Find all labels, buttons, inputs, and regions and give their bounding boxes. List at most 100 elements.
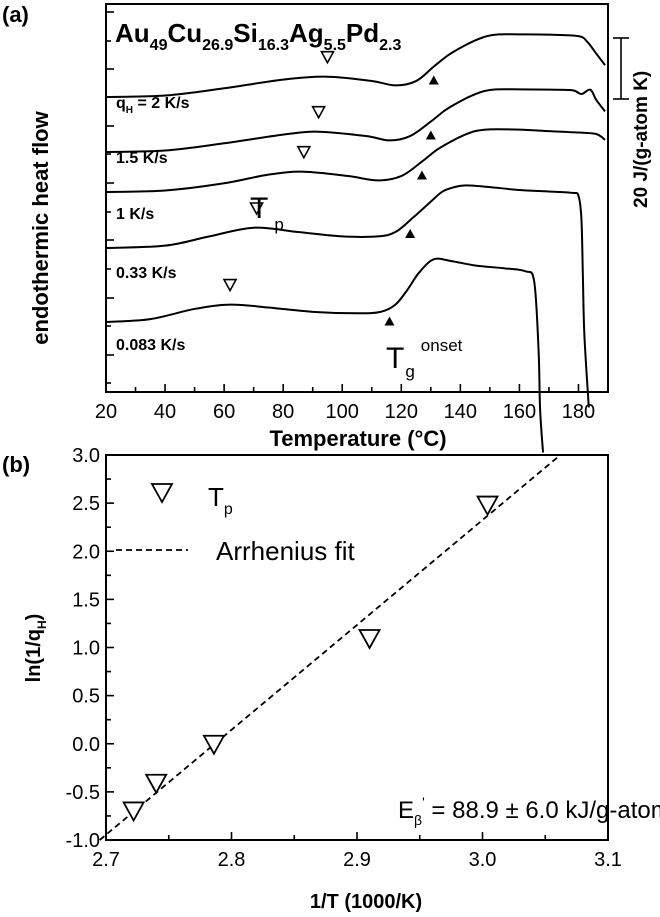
y-tick-label: 2.5 — [72, 493, 100, 515]
y-axis-label-text-part: ln(1/q — [23, 629, 45, 682]
composition-title-part: 26.9 — [202, 37, 233, 54]
tg-annotation-main: T — [386, 342, 404, 375]
tg-onset-filled-triangle-marker — [416, 170, 427, 180]
tg-onset-filled-triangle-marker — [428, 75, 439, 85]
composition-title-part: Cu — [167, 18, 202, 48]
y-tick-label: 0.5 — [72, 686, 100, 708]
x-tick-label: 2.9 — [343, 849, 371, 871]
panel-b-y-ticks: -1.0 -0.5 0.0 0.5 1.0 1.5 2.0 2.5 3.0 — [66, 445, 114, 852]
composition-title-part: 5.5 — [324, 37, 346, 54]
legend-tp-label: Tp — [208, 482, 233, 518]
panel-b-label: (b) — [2, 452, 30, 477]
composition-title-part: 2.3 — [379, 37, 401, 54]
activation-energy-text-part: β — [414, 812, 422, 828]
y-tick-label: -0.5 — [66, 782, 100, 804]
y-tick-label: 3.0 — [72, 445, 100, 467]
heating-rate-label-part: H — [126, 105, 133, 116]
tp-open-triangle-marker — [320, 50, 335, 65]
heating-rate-label-part: = 2 K/s — [133, 95, 190, 112]
activation-energy-text-part: E — [398, 797, 414, 824]
panel-a-label: (a) — [2, 2, 29, 27]
tp-open-triangle-marker — [311, 105, 326, 120]
y-axis-label-text: ln(1/qH) — [23, 614, 49, 683]
composition-title-part: 16.3 — [258, 37, 289, 54]
x-tick-label: 160 — [503, 401, 536, 423]
dsc-curve — [105, 128, 606, 193]
x-tick-label: 3.0 — [469, 849, 497, 871]
x-tick-label: 80 — [272, 401, 294, 423]
x-tick-label: 100 — [326, 401, 359, 423]
panel-a-x-axis-label: Temperature (°C) — [269, 426, 446, 451]
panel-b-legend: Tp Arrhenius fit — [116, 482, 355, 566]
heating-rate-label: 0.083 K/s — [116, 337, 185, 354]
x-tick-label: 20 — [95, 401, 117, 423]
dsc-curve — [105, 33, 606, 98]
data-point — [122, 801, 146, 823]
panel-a-dsc-curves — [105, 33, 606, 453]
heating-rate-label-part: 0.33 K/s — [116, 265, 177, 282]
fit-line — [99, 454, 561, 841]
y-tick-label: -1.0 — [66, 830, 100, 852]
panel-b-plot-frame — [105, 454, 609, 841]
heating-rate-label: 0.33 K/s — [116, 265, 177, 282]
composition-title-part: Ag — [289, 18, 324, 48]
legend-tp-label-part: T — [208, 482, 224, 512]
x-tick-label: 3.1 — [594, 849, 622, 871]
tp-open-triangle-marker — [249, 202, 264, 216]
heating-rate-label: qH = 2 K/s — [116, 95, 190, 116]
tg-annotation-sub: g — [405, 362, 414, 381]
tg-annotation-sup: onset — [421, 336, 463, 355]
activation-energy-text-part: ' — [422, 794, 425, 810]
activation-energy-annotation: Eβ' = 88.9 ± 6.0 kJ/g-atom — [398, 794, 660, 828]
x-tick-label: 60 — [213, 401, 235, 423]
x-tick-label: 2.7 — [92, 849, 120, 871]
panel-b-data-points — [122, 495, 500, 823]
panel-b: (b) 2.7 2.8 2.9 3.0 3.1 -1.0 -0.5 0.0 0.5 1.0 1.5… — [2, 445, 660, 913]
y-axis-label-text-part: H — [35, 620, 49, 629]
y-tick-label: 1.0 — [72, 638, 100, 660]
x-tick-label: 120 — [385, 401, 418, 423]
tp-annotation-sub: p — [274, 215, 283, 234]
x-tick-label: 40 — [154, 401, 176, 423]
y-tick-label: 1.5 — [72, 589, 100, 611]
heating-rate-label: 1 K/s — [116, 206, 154, 223]
y-tick-label: 0.0 — [72, 734, 100, 756]
scale-bar: 20 J/(g-atom K) — [613, 37, 652, 208]
tg-annotation: Tgonset — [386, 336, 463, 381]
composition-title-part: Pd — [346, 18, 379, 48]
x-tick-label: 140 — [444, 401, 477, 423]
tg-onset-filled-triangle-marker — [405, 228, 416, 238]
heating-rate-label-part: q — [116, 95, 126, 112]
panel-b-x-axis-label: 1/T (1000/K) — [310, 891, 422, 913]
panel-a-y-ticks — [106, 11, 114, 384]
activation-energy-text-part: = 88.9 ± 6.0 kJ/g-atom — [425, 797, 660, 824]
tp-open-triangle-marker — [222, 278, 238, 293]
panel-b-x-ticks: 2.7 2.8 2.9 3.0 3.1 — [92, 832, 622, 871]
x-tick-label: 2.8 — [218, 849, 246, 871]
tp-annotation-main: T — [250, 192, 268, 225]
panel-a-composition-title: Au49Cu26.9Si16.3Ag5.5Pd2.3 — [115, 18, 402, 54]
panel-a: (a) 20 40 60 80 100 120 140 160 180 Au49Cu26.9Si… — [2, 2, 652, 453]
y-tick-label: 2.0 — [72, 541, 100, 563]
composition-title: Au49Cu26.9Si16.3Ag5.5Pd2.3 — [115, 18, 402, 54]
legend-fit-label: Arrhenius fit — [216, 536, 355, 566]
heating-rate-label-part: 0.083 K/s — [116, 337, 185, 354]
tg-onset-filled-triangle-marker — [384, 316, 395, 326]
legend-tp-label-part: p — [224, 501, 233, 518]
composition-title-part: 49 — [150, 37, 168, 54]
heating-rate-label: 1.5 K/s — [116, 150, 168, 167]
composition-title-part: Au — [115, 18, 150, 48]
panel-a-plot-frame — [105, 3, 609, 393]
dsc-curve — [105, 184, 590, 408]
panel-a-y-axis-label: endothermic heat flow — [28, 110, 53, 344]
data-point — [144, 773, 168, 795]
x-tick-label: 180 — [562, 401, 595, 423]
panel-a-x-ticks: 20 40 60 80 100 120 140 160 180 — [95, 384, 609, 423]
data-point — [202, 734, 226, 756]
heating-rate-label-part: 1.5 K/s — [116, 150, 168, 167]
data-point — [475, 495, 500, 517]
dsc-curve — [105, 257, 545, 453]
